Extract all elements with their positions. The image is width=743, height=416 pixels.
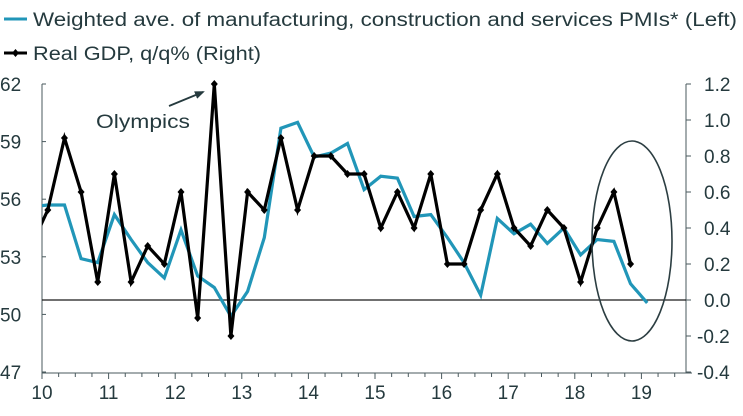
x-tick-label: 11 bbox=[99, 383, 119, 404]
right-tick-label: 1.2 bbox=[704, 75, 730, 96]
gdp-data-point bbox=[527, 242, 535, 250]
legend-label-pmi: Weighted ave. of manufacturing, construc… bbox=[33, 10, 737, 31]
left-tick-label: 47 bbox=[0, 363, 21, 384]
left-tick-label: 62 bbox=[0, 75, 21, 96]
olympics-label: Olympics bbox=[96, 112, 190, 133]
pmi-series-line bbox=[42, 120, 649, 320]
gdp-data-point bbox=[344, 170, 351, 178]
gdp-data-point bbox=[44, 206, 52, 214]
gdp-data-point bbox=[227, 332, 235, 340]
left-axis-ticks: 62 59 56 53 50 47 bbox=[0, 75, 46, 384]
x-tick-label: 13 bbox=[231, 383, 252, 404]
gdp-data-point bbox=[360, 170, 368, 178]
right-axis-ticks: 1.2 1.0 0.8 0.6 0.4 0.2 0.0 -0.2 -0.4 bbox=[686, 75, 731, 384]
legend-marker-gdp bbox=[12, 49, 19, 57]
x-tick-label: 14 bbox=[298, 383, 320, 404]
legend-entry-gdp: Real GDP, q/q% (Right) bbox=[4, 44, 261, 65]
x-axis-ticks: 10 11 12 13 14 15 16 17 18 19 bbox=[31, 373, 676, 404]
olympics-annotation: Olympics bbox=[96, 91, 205, 133]
gdp-data-point bbox=[443, 260, 451, 268]
olympics-arrow bbox=[168, 91, 205, 107]
gdp-data-point bbox=[493, 170, 501, 178]
gdp-data-point bbox=[577, 278, 585, 286]
gdp-data-point bbox=[377, 224, 385, 232]
x-tick-label: 12 bbox=[165, 383, 186, 404]
x-tick-label: 15 bbox=[364, 383, 385, 404]
gdp-data-point bbox=[593, 224, 601, 232]
right-tick-label: -0.2 bbox=[697, 327, 730, 348]
x-tick-label: 16 bbox=[431, 383, 452, 404]
right-tick-label: 0.8 bbox=[704, 147, 730, 168]
gdp-data-point bbox=[260, 206, 268, 214]
gdp-data-point bbox=[294, 206, 302, 214]
x-tick-label: 10 bbox=[31, 383, 52, 404]
right-tick-label: 0.0 bbox=[704, 291, 730, 312]
legend-entry-pmi: Weighted ave. of manufacturing, construc… bbox=[4, 10, 737, 31]
gdp-markers bbox=[44, 80, 635, 340]
gdp-data-point bbox=[77, 188, 85, 196]
gdp-data-point bbox=[627, 260, 635, 268]
highlight-ellipse bbox=[591, 140, 673, 342]
gdp-data-point bbox=[310, 152, 318, 160]
gdp-data-point bbox=[543, 206, 551, 214]
gdp-data-point bbox=[194, 314, 202, 322]
left-tick-label: 56 bbox=[0, 190, 21, 211]
x-tick-label: 19 bbox=[631, 383, 652, 404]
right-tick-label: 0.2 bbox=[704, 255, 730, 276]
gdp-data-point bbox=[427, 170, 435, 178]
gdp-data-point bbox=[327, 152, 335, 160]
gdp-data-point bbox=[244, 188, 252, 196]
legend-label-gdp: Real GDP, q/q% (Right) bbox=[33, 44, 261, 65]
right-tick-label: 1.0 bbox=[704, 111, 730, 132]
left-tick-label: 59 bbox=[0, 133, 21, 154]
legend: Weighted ave. of manufacturing, construc… bbox=[4, 10, 737, 65]
gdp-data-point bbox=[127, 278, 135, 286]
gdp-data-point bbox=[510, 224, 518, 232]
right-tick-label: 0.4 bbox=[704, 219, 731, 240]
left-tick-label: 53 bbox=[0, 248, 21, 269]
gdp-data-point bbox=[177, 188, 185, 196]
gdp-data-point bbox=[144, 242, 152, 250]
gdp-data-point bbox=[210, 80, 218, 88]
gdp-data-point bbox=[110, 170, 118, 178]
gdp-data-point bbox=[277, 134, 285, 142]
gdp-data-point bbox=[460, 260, 468, 268]
gdp-data-point bbox=[560, 224, 568, 232]
gdp-data-point bbox=[410, 224, 418, 232]
x-tick-label: 17 bbox=[498, 383, 519, 404]
right-tick-label: -0.4 bbox=[697, 363, 730, 384]
gdp-data-point bbox=[610, 188, 618, 196]
right-tick-label: 0.6 bbox=[704, 183, 730, 204]
gdp-data-point bbox=[393, 188, 401, 196]
gdp-data-point bbox=[160, 260, 168, 268]
gdp-data-point bbox=[477, 206, 485, 214]
left-tick-label: 50 bbox=[0, 305, 21, 326]
x-tick-label: 18 bbox=[564, 383, 585, 404]
gdp-data-point bbox=[60, 134, 68, 142]
gdp-data-point bbox=[94, 278, 102, 286]
